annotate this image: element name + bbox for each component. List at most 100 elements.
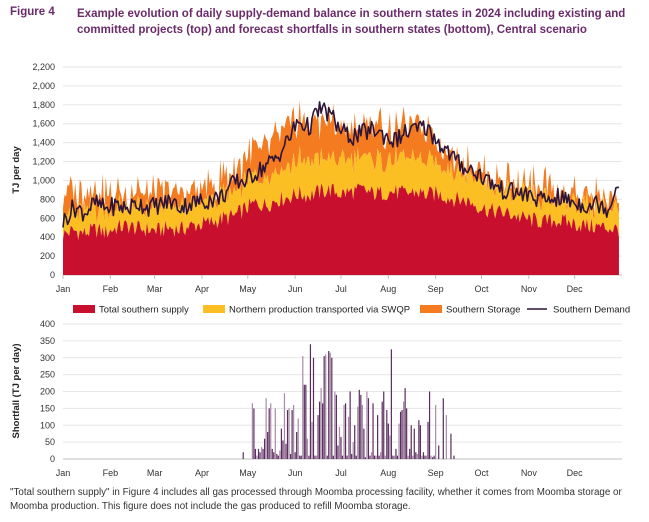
bottom-y-tick-labels: 0 50 100 150 200 250 300 350 400	[40, 319, 55, 464]
shortfall-bar	[389, 435, 391, 460]
shortfall-bar	[314, 455, 316, 460]
top-x-tick-label: Aug	[380, 284, 396, 294]
shortfall-bar	[402, 401, 405, 460]
shortfall-bar	[271, 448, 273, 460]
shortfall-bar	[427, 421, 429, 460]
shortfall-bar	[396, 455, 399, 460]
shortfall-bar	[406, 408, 408, 460]
shortfall-bar	[331, 357, 333, 459]
shortfall-bar	[421, 455, 423, 460]
shortfall-bar	[398, 423, 400, 459]
shortfall-bar	[392, 455, 394, 460]
shortfall-bar	[430, 455, 432, 460]
shortfall-bar	[286, 410, 289, 459]
bottom-x-tick-labels: Jan Feb Mar Apr May Jun Jul Aug Sep Oct Nov Dec	[56, 468, 583, 478]
shortfall-bar	[418, 420, 420, 459]
bottom-y-tick-label: 400	[40, 319, 55, 329]
bottom-y-tick-label: 50	[45, 437, 55, 447]
shortfall-bar	[401, 410, 403, 459]
shortfall-bar	[404, 388, 406, 460]
bottom-y-axis-title: Shortfall (TJ per day)	[11, 343, 22, 438]
shortfall-bar	[369, 455, 371, 460]
bottom-y-tick-label: 350	[40, 336, 55, 346]
top-x-tick-label: May	[239, 284, 257, 294]
shortfall-bar	[293, 405, 295, 459]
shortfall-bar	[322, 403, 324, 459]
top-x-tick-label: Jul	[335, 284, 347, 294]
shortfall-bar	[370, 452, 373, 459]
shortfall-bar	[317, 415, 319, 460]
shortfall-bar	[282, 440, 284, 459]
bottom-x-tick-label: Oct	[474, 468, 489, 478]
figure-title: Example evolution of daily supply-demand…	[77, 8, 626, 36]
shortfall-bar	[311, 421, 313, 460]
shortfall-bar	[360, 394, 362, 460]
shortfall-bar	[256, 455, 258, 460]
shortfall-bar	[384, 455, 386, 460]
legend-swatch-total-southern-supply	[73, 305, 95, 313]
shortfall-bar	[367, 398, 370, 459]
shortfall-bar	[410, 425, 412, 459]
shortfall-bar	[253, 408, 255, 460]
shortfall-bar	[357, 406, 359, 459]
bottom-x-tick-label: Aug	[380, 468, 396, 478]
top-y-tick-label: 2,000	[32, 81, 55, 91]
shortfall-bar	[419, 425, 421, 459]
top-y-tick-label: 800	[40, 194, 55, 204]
shortfall-bar	[277, 455, 279, 460]
shortfall-bar	[366, 391, 368, 459]
shortfall-bar	[364, 457, 367, 459]
supply-demand-chart: 0 200 400 600 800 1,000 1,200 1,400 1,600 1,800 2,…	[11, 62, 622, 294]
shortfall-bar	[274, 408, 276, 460]
shortfall-bar	[312, 357, 315, 459]
legend-label: Total southern supply	[99, 305, 189, 316]
shortfall-bar	[259, 452, 261, 459]
figure-label: Figure 4	[10, 6, 55, 18]
shortfall-bar	[344, 403, 347, 459]
total-southern-supply-area	[63, 183, 619, 275]
shortfall-bars	[242, 344, 455, 460]
legend-label: Southern Storage	[446, 305, 520, 316]
top-stacked-areas	[63, 99, 619, 275]
shortfall-bar	[296, 432, 298, 459]
top-y-tick-label: 1,200	[32, 157, 55, 167]
bottom-y-tick-label: 100	[40, 420, 55, 430]
legend-label: Northern production transported via SWQP	[229, 305, 410, 316]
shortfall-bar	[308, 455, 310, 460]
top-x-tick-label: Apr	[195, 284, 209, 294]
bottom-x-tick-label: Mar	[147, 468, 163, 478]
shortfall-bar	[432, 457, 434, 459]
bottom-x-tick-label: Jul	[335, 468, 347, 478]
top-x-tick-label: Jan	[56, 284, 71, 294]
bottom-y-tick-label: 150	[40, 403, 55, 413]
shortfall-bar	[346, 455, 348, 460]
shortfall-bar	[291, 410, 293, 459]
shortfall-bar	[340, 437, 342, 459]
shortfall-bar	[348, 416, 350, 459]
top-y-tick-label: 400	[40, 232, 55, 242]
southern-storage-area	[63, 99, 619, 227]
shortfall-bar	[387, 423, 389, 459]
shortfall-bar	[323, 356, 325, 459]
top-y-tick-label: 1,000	[32, 175, 55, 185]
shortfall-bar	[294, 452, 296, 459]
shortfall-bar	[372, 403, 374, 459]
legend-swatch-northern-production	[203, 305, 225, 313]
bottom-y-tick-label: 200	[40, 387, 55, 397]
shortfall-bar	[355, 455, 357, 460]
shortfall-bar	[363, 428, 365, 460]
shortfall-bar	[254, 448, 257, 460]
shortfall-bar	[381, 401, 383, 460]
bottom-x-tick-label: Dec	[567, 468, 584, 478]
top-y-tick-label: 2,200	[32, 62, 55, 72]
shortfall-bar	[409, 448, 411, 460]
shortfall-bar	[276, 453, 278, 459]
footnote: "Total southern supply" in Figure 4 incl…	[10, 487, 622, 512]
shortfall-bar	[257, 448, 260, 460]
top-y-tick-label: 600	[40, 213, 55, 223]
shortfall-bar	[428, 391, 431, 459]
bottom-gridlines	[63, 323, 622, 460]
bottom-y-tick-label: 0	[50, 454, 55, 464]
shortfall-bar	[303, 384, 305, 459]
